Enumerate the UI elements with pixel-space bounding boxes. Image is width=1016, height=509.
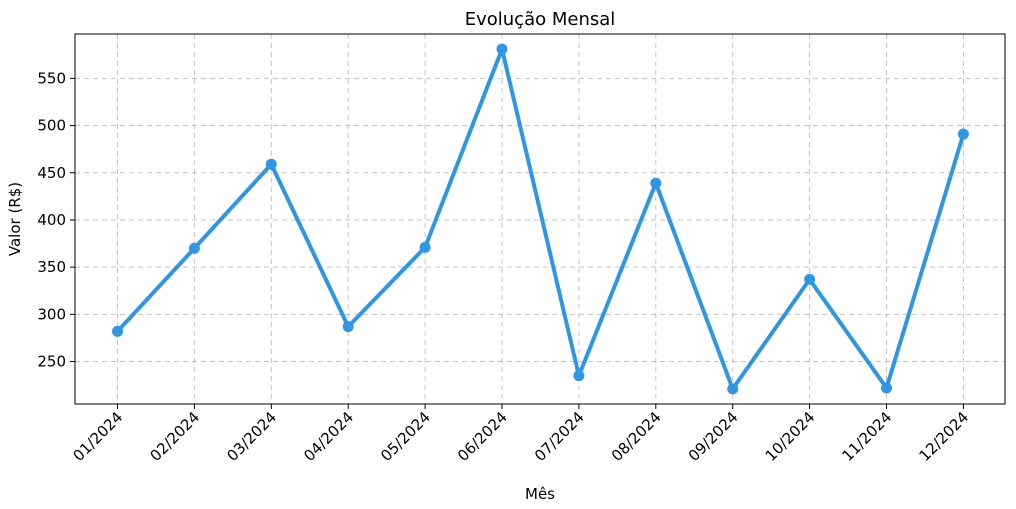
x-tick-label: 10/2024	[762, 408, 819, 465]
x-tick-label: 08/2024	[608, 408, 665, 465]
x-tick-label: 09/2024	[685, 408, 742, 465]
data-point	[112, 325, 123, 337]
x-tick-label: 01/2024	[70, 408, 127, 465]
y-axis: 250 300 350 400 450 500 550	[37, 69, 75, 371]
data-point	[419, 241, 431, 253]
x-axis-label: Mês	[525, 485, 555, 503]
x-tick-label: 05/2024	[377, 408, 434, 465]
series-line	[115, 47, 966, 391]
data-point	[496, 43, 508, 55]
x-tick-label: 04/2024	[300, 408, 357, 465]
data-point	[573, 370, 585, 382]
y-tick-label: 500	[37, 117, 66, 135]
grid	[75, 34, 1005, 404]
data-point	[650, 177, 662, 189]
y-tick-label: 300	[37, 305, 66, 323]
y-tick-label: 250	[37, 353, 66, 371]
x-tick-label: 06/2024	[454, 408, 511, 465]
data-point	[265, 158, 277, 170]
y-tick-label: 400	[37, 211, 66, 229]
plot-area-frame	[74, 33, 1006, 405]
data-point	[804, 273, 816, 285]
series-layer	[112, 43, 969, 395]
x-tick-label: 03/2024	[223, 408, 280, 465]
data-point	[188, 242, 200, 254]
data-point	[342, 321, 354, 333]
x-tick-label: 12/2024	[915, 408, 972, 465]
data-point	[727, 383, 739, 395]
data-point	[881, 382, 892, 394]
y-tick-label: 350	[37, 258, 66, 276]
data-point	[957, 128, 969, 140]
y-tick-label: 450	[37, 164, 66, 182]
chart-title: Evolução Mensal	[465, 9, 616, 30]
y-tick-label: 550	[37, 69, 66, 87]
x-tick-label: 07/2024	[531, 408, 588, 465]
x-axis: 01/2024 02/2024 03/2024 04/2024 05/2024 06/20…	[70, 404, 972, 465]
x-tick-label: 02/2024	[146, 408, 203, 465]
y-axis-label: Valor (R$)	[6, 182, 24, 256]
x-tick-label: 11/2024	[839, 408, 896, 465]
